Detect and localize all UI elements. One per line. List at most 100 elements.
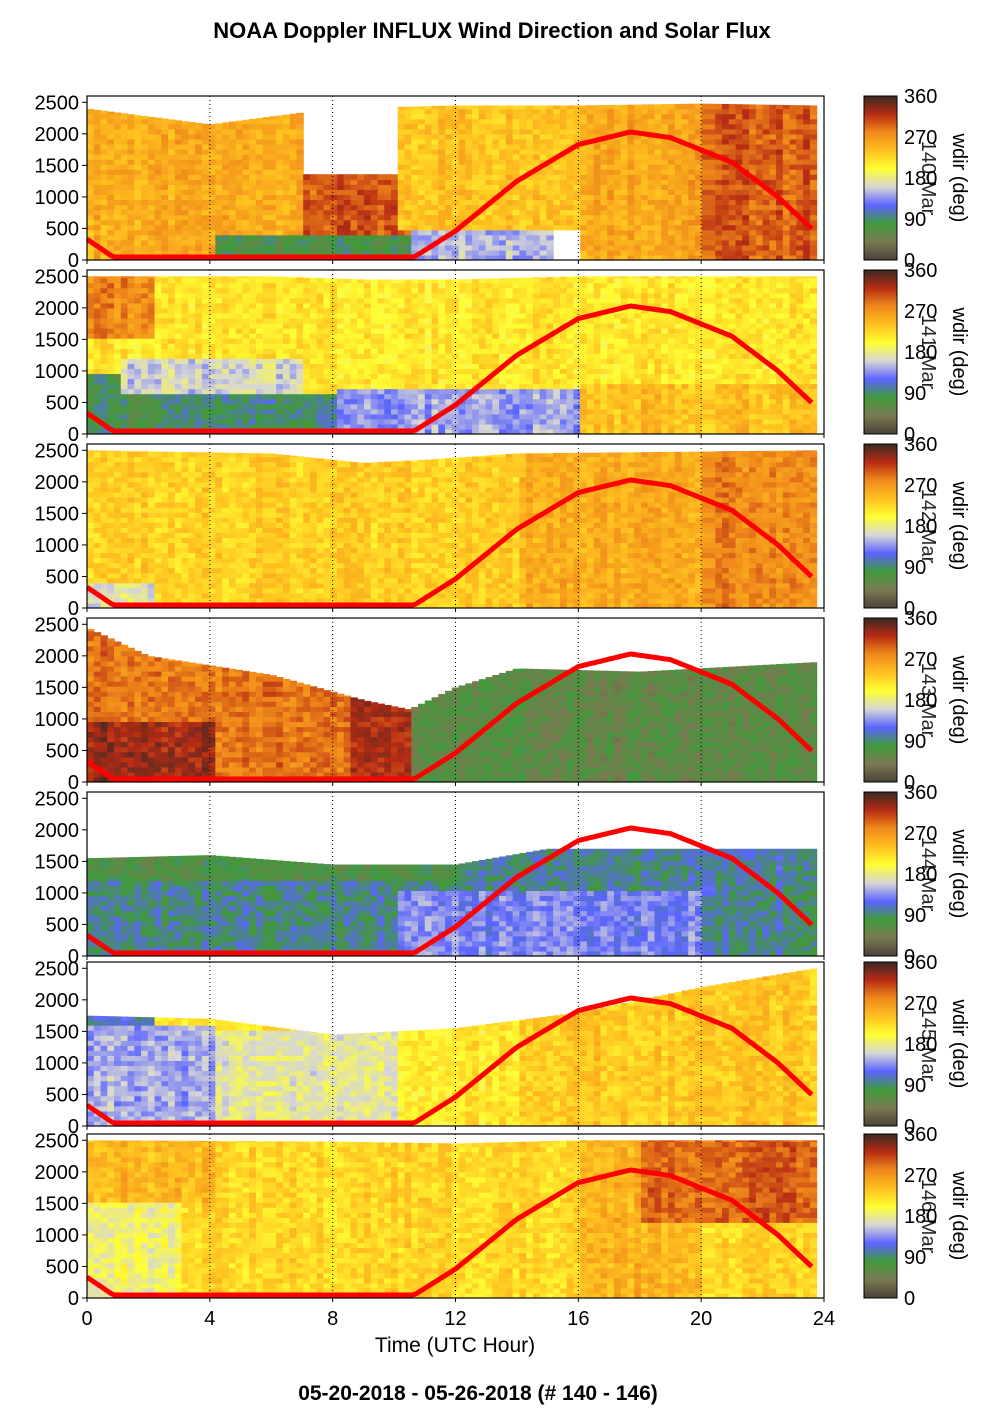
heatmap-cell <box>93 224 102 231</box>
heatmap-cell <box>424 328 433 334</box>
heatmap-cell <box>262 214 271 221</box>
heatmap-cell <box>363 234 372 241</box>
heatmap-cell <box>127 333 135 339</box>
heatmap-cell <box>147 328 156 334</box>
heatmap-cell <box>350 292 358 299</box>
heatmap-cell <box>695 113 703 120</box>
heatmap-cell <box>228 297 237 304</box>
heatmap-cell <box>485 388 493 395</box>
heatmap-cell <box>147 413 156 420</box>
heatmap-cell <box>620 104 629 110</box>
heatmap-cells <box>87 276 818 434</box>
heatmap-cell <box>107 118 115 125</box>
heatmap-cell <box>782 169 791 175</box>
heatmap-cell <box>262 194 271 201</box>
heatmap-cell <box>404 302 412 309</box>
heatmap-cell <box>363 373 372 380</box>
heatmap-cell <box>722 199 730 206</box>
heatmap-cell <box>134 239 142 246</box>
heatmap-cell <box>208 209 216 216</box>
heatmap-cell <box>742 123 750 130</box>
heatmap-cell <box>168 219 176 226</box>
heatmap-cell <box>161 244 169 251</box>
heatmap-cell <box>411 373 419 380</box>
heatmap-cell <box>120 378 129 385</box>
heatmap-cell <box>451 418 460 425</box>
heatmap-cell <box>377 358 385 364</box>
heatmap-cell <box>478 307 487 314</box>
heatmap-cell <box>303 184 311 190</box>
heatmap-cell <box>120 292 129 299</box>
heatmap-cell <box>235 224 243 231</box>
heatmap-cell <box>168 373 176 380</box>
heatmap-cell <box>492 413 500 420</box>
heatmap-cell <box>499 138 507 145</box>
heatmap-cell <box>640 179 649 185</box>
heatmap-cell <box>127 276 135 279</box>
heatmap-cell <box>681 254 689 260</box>
heatmap-cell <box>478 388 487 395</box>
heatmap-cell <box>289 413 298 420</box>
heatmap-cell <box>499 239 507 246</box>
heatmap-cell <box>215 322 223 329</box>
heatmap-cell <box>316 338 325 344</box>
heatmap-cell <box>276 184 284 190</box>
heatmap-cell <box>445 378 453 385</box>
heatmap-cell <box>343 312 352 319</box>
heatmap-cell <box>215 408 223 415</box>
heatmap-cell <box>404 378 412 385</box>
heatmap-cell <box>715 194 723 201</box>
heatmap-cell <box>208 312 216 319</box>
heatmap-cell <box>330 413 338 420</box>
heatmap-cell <box>749 113 757 120</box>
heatmap-cell <box>384 214 392 221</box>
heatmap-cell <box>154 378 162 385</box>
heatmap-cell <box>789 204 797 211</box>
heatmap-cell <box>418 373 426 380</box>
heatmap-cell <box>620 254 629 260</box>
heatmap-cell <box>573 169 581 175</box>
heatmap-cell <box>100 363 108 369</box>
heatmap-cell <box>600 123 608 130</box>
heatmap-cell <box>445 128 453 135</box>
heatmap-cell <box>526 128 534 135</box>
heatmap-cell <box>120 368 129 375</box>
heatmap-cell <box>735 118 743 125</box>
heatmap-cell <box>114 169 122 175</box>
heatmap-cell <box>141 408 149 415</box>
heatmap-cell <box>573 128 581 135</box>
heatmap-cell <box>168 348 176 354</box>
heatmap-cell <box>803 169 811 175</box>
heatmap-cell <box>141 244 149 251</box>
heatmap-cell <box>141 184 149 190</box>
heatmap-cell <box>114 398 122 405</box>
heatmap-cell <box>147 317 156 324</box>
heatmap-cell <box>309 234 318 241</box>
heatmap-cell <box>370 312 379 319</box>
heatmap-cell <box>350 333 358 339</box>
heatmap-cell <box>147 297 156 304</box>
heatmap-cell <box>195 138 203 145</box>
heatmap-cell <box>620 214 629 221</box>
heatmap-cell <box>100 244 108 251</box>
heatmap-cell <box>755 143 764 150</box>
heatmap-cell <box>370 393 379 400</box>
heatmap-cell <box>357 224 365 231</box>
heatmap-cell <box>262 133 271 140</box>
heatmap-cell <box>296 199 304 206</box>
heatmap-cell <box>343 239 352 246</box>
heatmap-cell <box>776 224 784 231</box>
heatmap-cell <box>505 128 514 135</box>
heatmap-cell <box>492 154 500 160</box>
heatmap-cell <box>107 214 115 221</box>
heatmap-cell <box>309 302 318 309</box>
heatmap-cell <box>235 348 243 354</box>
heatmap-cell <box>309 184 318 190</box>
heatmap-cell <box>607 164 615 170</box>
heatmap-cell <box>309 219 318 226</box>
heatmap-cell <box>242 138 250 145</box>
heatmap-cell <box>269 287 277 294</box>
heatmap-cell <box>357 403 365 410</box>
heatmap-cell <box>168 383 176 390</box>
heatmap-cell <box>431 328 439 334</box>
